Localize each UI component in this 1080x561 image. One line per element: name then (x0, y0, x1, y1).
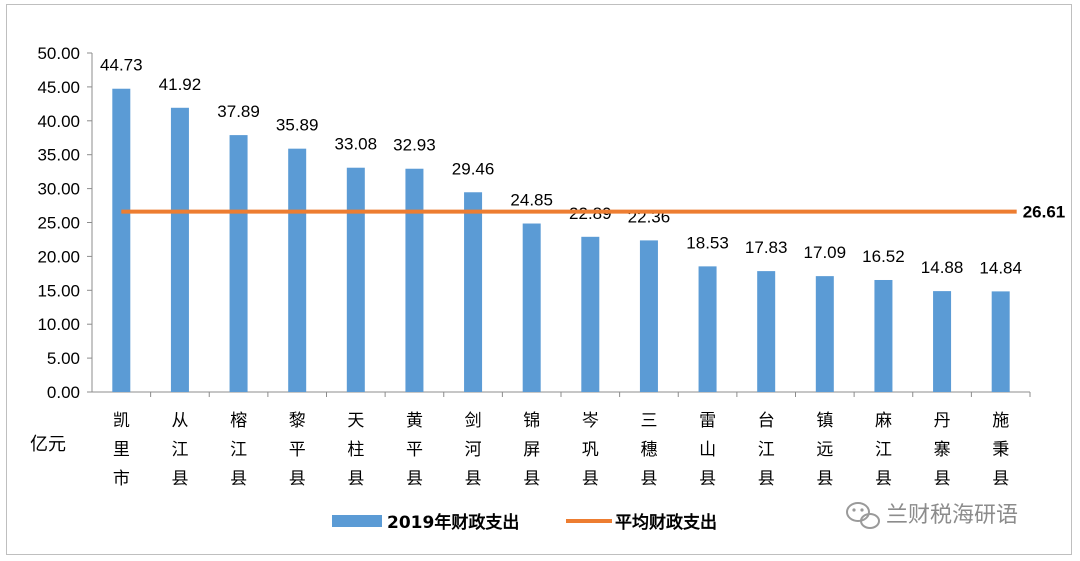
wechat-icon (846, 502, 880, 529)
y-axis-unit-label: 亿元 (30, 434, 66, 455)
bars (112, 88, 1010, 393)
category-labels: 凯里市 从江县 榕江县 黎平县 天柱县 黄平县 剑河县 锦屏县 岑巩县 三穗县 雷山县 台江县 镇远县 麻… (113, 411, 1009, 489)
category-label: 天柱县 (347, 411, 364, 489)
y-tick-label: 50.00 (37, 44, 80, 63)
bar (991, 291, 1010, 392)
category-label: 三穗县 (640, 411, 657, 489)
y-tick-label: 45.00 (37, 78, 80, 97)
bar (170, 107, 189, 392)
bar (639, 240, 658, 392)
legend: 2019年财政支出 平均财政支出 (332, 512, 717, 533)
bar-value-label: 17.83 (745, 238, 788, 257)
bar-value-label: 29.46 (452, 159, 495, 178)
y-tick-label: 15.00 (37, 281, 80, 300)
category-label: 施秉县 (992, 411, 1009, 489)
legend-bar-swatch (332, 515, 382, 527)
legend-line-label: 平均财政支出 (615, 512, 717, 533)
bar (464, 192, 483, 392)
bar (288, 148, 307, 392)
y-tick-label: 25.00 (37, 214, 80, 233)
category-label: 台江县 (758, 411, 775, 489)
bar (698, 266, 717, 392)
bar (757, 271, 776, 392)
watermark: 兰财税海研语 (846, 502, 1018, 529)
bar-value-label: 32.93 (393, 136, 436, 155)
bar-value-label: 14.84 (979, 258, 1022, 277)
category-label: 麻江县 (875, 411, 892, 489)
category-label: 凯里市 (113, 411, 130, 489)
y-tick-label: 35.00 (37, 146, 80, 165)
average-value-label: 26.61 (1023, 203, 1066, 222)
bar-value-label: 41.92 (159, 75, 202, 94)
category-label: 丹寨县 (934, 411, 951, 489)
watermark-text: 兰财税海研语 (886, 503, 1018, 528)
y-tick-label: 40.00 (37, 112, 80, 131)
bar (874, 279, 893, 392)
bar (581, 236, 600, 392)
bar (229, 135, 248, 392)
y-tick-label: 0.00 (47, 383, 80, 402)
bar (405, 168, 424, 392)
y-tick-label: 5.00 (47, 349, 80, 368)
category-label: 镇远县 (816, 411, 833, 489)
category-label: 黄平县 (406, 411, 423, 489)
bar (815, 276, 834, 392)
y-tick-label: 30.00 (37, 180, 80, 199)
y-tick-label: 20.00 (37, 247, 80, 266)
bar (933, 291, 952, 392)
category-label: 黎平县 (289, 411, 306, 489)
category-label: 剑河县 (465, 411, 482, 489)
category-label: 雷山县 (699, 411, 716, 489)
bar-value-label: 16.52 (862, 247, 905, 266)
average-line-group: 26.61 (121, 203, 1065, 222)
bar (346, 167, 365, 392)
legend-bar-label: 2019年财政支出 (387, 512, 519, 533)
bar-value-label: 33.08 (335, 135, 378, 154)
bar-value-label: 24.85 (510, 191, 553, 210)
bar-value-label: 17.09 (804, 243, 847, 262)
bar-value-label: 35.89 (276, 116, 319, 135)
category-label: 岑巩县 (582, 411, 599, 489)
bar-value-label: 37.89 (217, 102, 260, 121)
bar-value-label: 44.73 (100, 56, 143, 75)
bar (522, 223, 541, 392)
bar-value-label: 14.88 (921, 258, 964, 277)
bar (112, 88, 131, 393)
category-label: 从江县 (171, 411, 188, 489)
category-label: 榕江县 (230, 411, 247, 489)
y-axis-ticks: 0.00 5.00 10.00 15.00 20.00 25.00 30.00 35.00 40… (37, 44, 92, 402)
category-label: 锦屏县 (523, 411, 540, 489)
y-tick-label: 10.00 (37, 315, 80, 334)
bar-value-label: 18.53 (686, 233, 729, 252)
